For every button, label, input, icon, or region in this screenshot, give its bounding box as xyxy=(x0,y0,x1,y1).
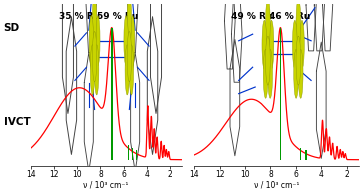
Circle shape xyxy=(262,20,267,69)
Circle shape xyxy=(93,32,97,82)
Circle shape xyxy=(124,16,128,66)
Circle shape xyxy=(90,45,95,95)
Bar xyxy=(280,28,281,160)
Circle shape xyxy=(127,32,131,82)
Circle shape xyxy=(266,0,270,48)
Circle shape xyxy=(269,20,274,69)
Circle shape xyxy=(127,0,131,45)
Bar xyxy=(111,28,113,160)
Text: SD: SD xyxy=(4,23,20,33)
Circle shape xyxy=(293,20,297,69)
Circle shape xyxy=(299,20,304,69)
Text: 59 % Ru: 59 % Ru xyxy=(97,12,138,21)
Text: 46 % Ru: 46 % Ru xyxy=(269,12,310,21)
Circle shape xyxy=(263,49,268,98)
Circle shape xyxy=(266,36,270,85)
X-axis label: ν / 10³ cm⁻¹: ν / 10³ cm⁻¹ xyxy=(83,181,129,189)
Circle shape xyxy=(89,16,94,66)
Circle shape xyxy=(296,36,301,85)
Circle shape xyxy=(294,49,298,98)
Circle shape xyxy=(125,45,130,95)
Bar xyxy=(128,145,129,160)
Circle shape xyxy=(298,49,303,98)
Circle shape xyxy=(94,45,99,95)
Text: IVCT: IVCT xyxy=(4,117,30,127)
Circle shape xyxy=(93,0,97,45)
Circle shape xyxy=(129,45,134,95)
Bar xyxy=(136,150,138,160)
X-axis label: ν / 10³ cm⁻¹: ν / 10³ cm⁻¹ xyxy=(254,181,299,189)
Bar xyxy=(305,150,307,160)
Circle shape xyxy=(268,49,273,98)
Text: 49 % Ru: 49 % Ru xyxy=(231,12,272,21)
Text: 35 % Ru: 35 % Ru xyxy=(59,12,100,21)
Bar xyxy=(300,148,302,160)
Bar xyxy=(132,148,133,160)
Circle shape xyxy=(95,16,100,66)
Circle shape xyxy=(296,0,301,48)
Circle shape xyxy=(130,16,135,66)
